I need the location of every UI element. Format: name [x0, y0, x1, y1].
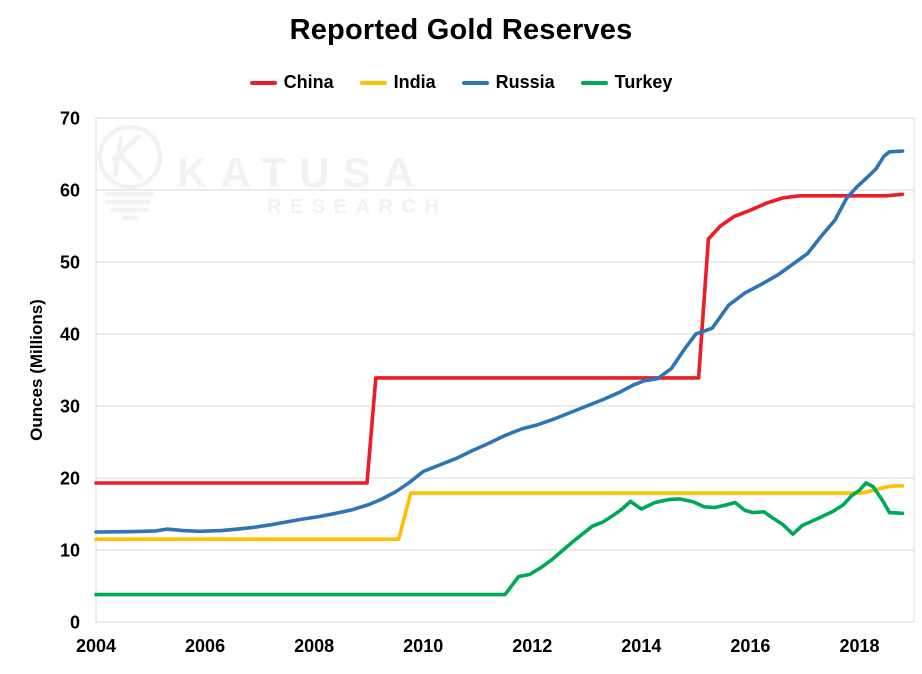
legend-swatch-china-icon — [249, 80, 277, 85]
x-tick-label-2018: 2018 — [839, 636, 879, 656]
chart-title: Reported Gold Reserves — [289, 14, 633, 46]
y-tick-label-20: 20 — [60, 469, 80, 489]
legend-item-china: China — [249, 72, 334, 93]
legend-label-russia: Russia — [495, 72, 555, 92]
watermark: KATUSA RESEARCH — [97, 124, 447, 221]
y-tick-label-50: 50 — [60, 253, 80, 273]
y-tick-label-60: 60 — [60, 181, 80, 201]
x-tick-label-2006: 2006 — [185, 636, 225, 656]
series-line-turkey — [94, 481, 905, 597]
legend-label-turkey: Turkey — [614, 72, 673, 92]
y-tick-label-10: 10 — [60, 541, 80, 561]
series-line-russia — [94, 149, 905, 534]
legend-swatch-turkey-icon — [580, 80, 608, 85]
y-tick-label-40: 40 — [60, 325, 80, 345]
y-tick-label-0: 0 — [70, 613, 80, 633]
x-axis-tick-labels: 2004 2006 2008 2010 2012 2014 2016 2018 — [76, 636, 880, 656]
series-lines — [94, 149, 905, 597]
x-tick-label-2010: 2010 — [403, 636, 443, 656]
plot-border — [95, 117, 915, 623]
legend-swatch-russia-icon — [461, 80, 489, 85]
legend-item-india: India — [359, 72, 436, 93]
legend-label-india: India — [393, 72, 436, 92]
y-tick-label-70: 70 — [60, 109, 80, 129]
legend-label-china: China — [283, 72, 334, 92]
legend-item-turkey: Turkey — [580, 72, 673, 93]
lightbulb-k-icon — [97, 124, 163, 221]
watermark-text-research: RESEARCH — [267, 196, 447, 218]
legend: China India Russia Turkey — [0, 72, 922, 93]
y-axis-tick-labels: 0 10 20 30 40 50 60 70 — [60, 109, 80, 633]
x-tick-label-2016: 2016 — [730, 636, 770, 656]
x-tick-label-2014: 2014 — [621, 636, 661, 656]
x-tick-label-2004: 2004 — [76, 636, 116, 656]
series-line-india — [94, 484, 905, 542]
legend-swatch-india-icon — [359, 80, 387, 85]
watermark-text-katusa: KATUSA — [177, 149, 427, 196]
x-tick-label-2008: 2008 — [294, 636, 334, 656]
y-tick-label-30: 30 — [60, 397, 80, 417]
x-tick-label-2012: 2012 — [512, 636, 552, 656]
series-line-china — [94, 192, 905, 485]
legend-item-russia: Russia — [461, 72, 555, 93]
